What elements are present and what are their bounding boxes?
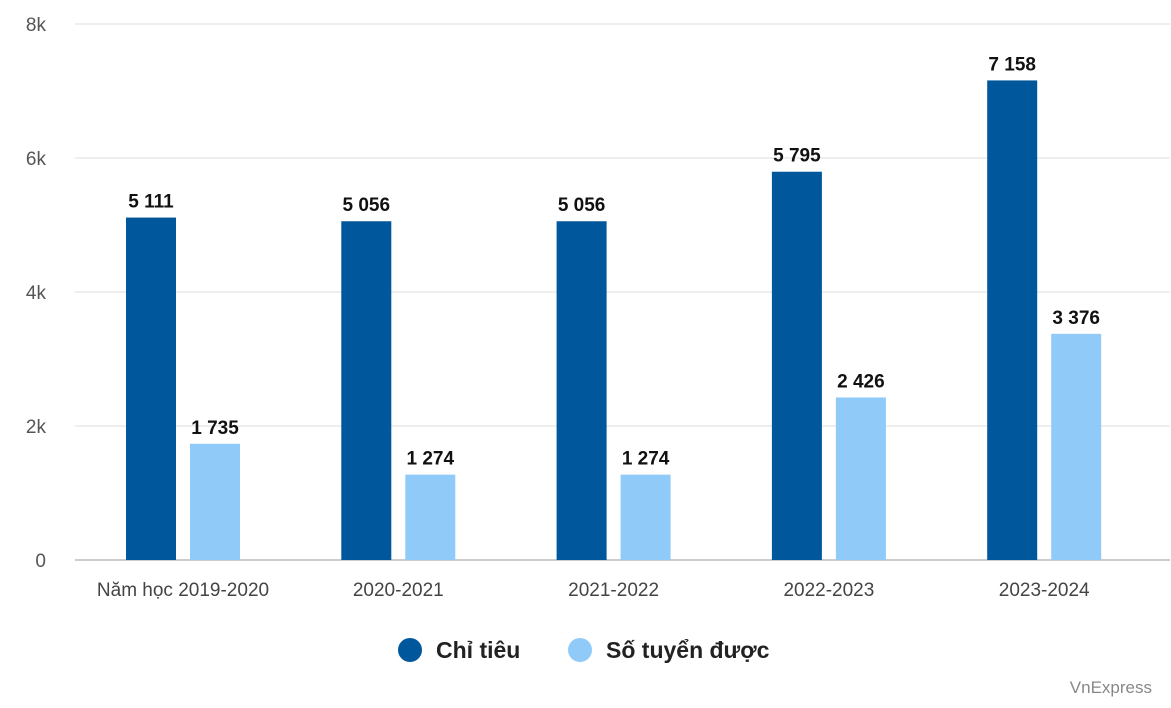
bar-so-tuyen-duoc bbox=[190, 443, 240, 560]
data-label: 7 158 bbox=[988, 54, 1036, 75]
bar-chi-tieu bbox=[771, 171, 822, 561]
y-tick-label: 0 bbox=[35, 551, 46, 572]
legend-marker bbox=[398, 638, 422, 662]
x-tick-label: 2021-2022 bbox=[568, 580, 659, 601]
bar-so-tuyen-duoc bbox=[1051, 333, 1102, 560]
y-tick-label: 2k bbox=[26, 417, 47, 438]
data-label: 2 426 bbox=[837, 371, 885, 392]
x-tick-label: 2022-2023 bbox=[783, 580, 874, 601]
x-tick-label: 2023-2024 bbox=[999, 580, 1090, 601]
y-tick-label: 4k bbox=[26, 283, 47, 304]
bar-chi-tieu bbox=[556, 221, 607, 561]
credit-text: VnExpress bbox=[1070, 678, 1152, 697]
y-tick-label: 8k bbox=[26, 15, 47, 36]
bar-chi-tieu bbox=[341, 221, 392, 561]
data-label: 5 795 bbox=[773, 146, 821, 167]
x-tick-label: Năm học 2019-2020 bbox=[97, 580, 269, 601]
legend-label: Chỉ tiêu bbox=[436, 637, 520, 663]
bar-chi-tieu bbox=[987, 80, 1038, 560]
data-label: 3 376 bbox=[1052, 308, 1100, 329]
legend-marker bbox=[568, 638, 592, 662]
legend: Chỉ tiêu Số tuyển được bbox=[398, 637, 770, 663]
data-label: 5 056 bbox=[558, 195, 606, 216]
data-label: 1 735 bbox=[191, 418, 239, 439]
bar-so-tuyen-duoc bbox=[405, 474, 456, 560]
bar-so-tuyen-duoc bbox=[620, 474, 671, 560]
data-label: 1 274 bbox=[622, 449, 670, 470]
data-label: 5 111 bbox=[128, 192, 174, 213]
y-tick-label: 6k bbox=[26, 149, 47, 170]
data-label: 1 274 bbox=[407, 449, 455, 470]
bar-chi-tieu bbox=[126, 217, 176, 561]
bar-so-tuyen-duoc bbox=[835, 397, 886, 560]
data-label: 5 056 bbox=[343, 195, 391, 216]
legend-label: Số tuyển được bbox=[606, 637, 770, 663]
x-tick-label: 2020-2021 bbox=[353, 580, 444, 601]
